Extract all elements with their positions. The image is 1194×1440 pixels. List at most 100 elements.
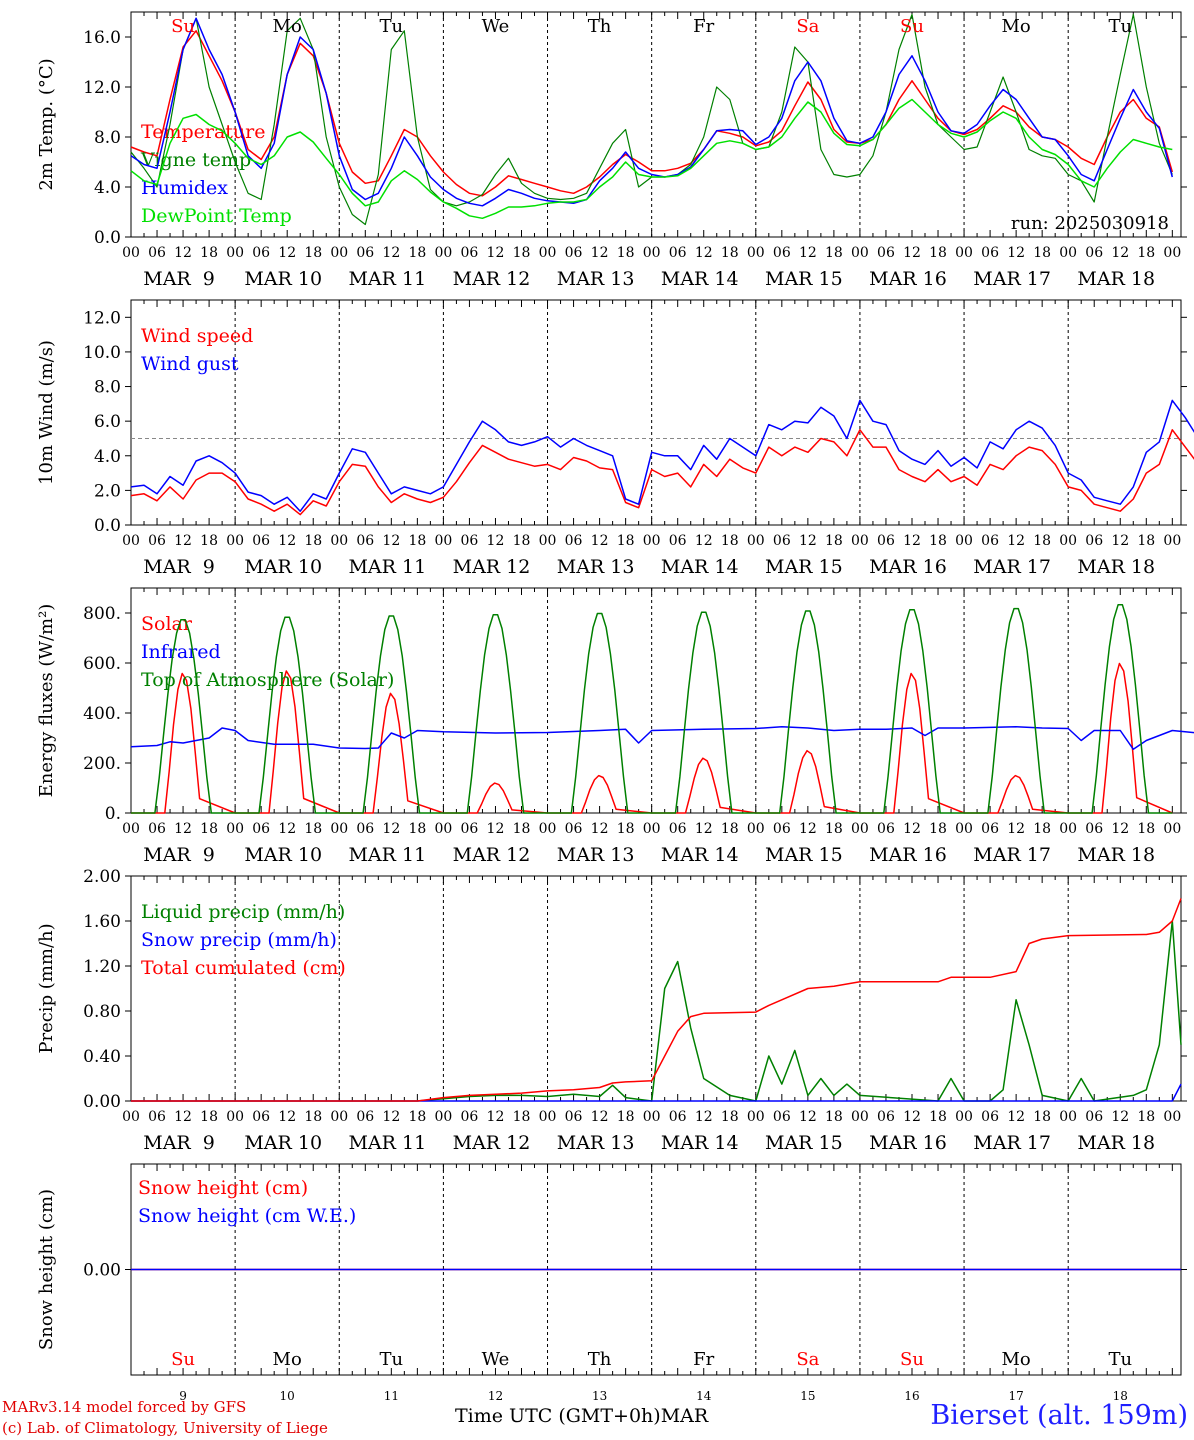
panel2-date-label: MAR 17 bbox=[973, 556, 1051, 578]
panel3-hour-label: 18 bbox=[304, 821, 322, 837]
panel2-legend-wind-speed: Wind speed bbox=[141, 325, 253, 347]
panel2-frame bbox=[130, 299, 1182, 526]
panel4-hour-label: 12 bbox=[174, 1109, 192, 1125]
panel2-hour-label: 06 bbox=[773, 533, 791, 549]
panel4-hour-label: 06 bbox=[773, 1109, 791, 1125]
panel3-ytick-label: 0. bbox=[105, 804, 121, 824]
panel1-series-temperature bbox=[130, 30, 1174, 197]
panel1-hour-label: 00 bbox=[226, 245, 244, 261]
panel1-ytick-label: 4.0 bbox=[94, 178, 121, 198]
panel2-ytick-label: 8.0 bbox=[94, 378, 121, 398]
panel3-hour-label: 12 bbox=[1007, 821, 1025, 837]
panel2-date-label: MAR 11 bbox=[348, 556, 426, 578]
panel2-series-wind-gust bbox=[130, 399, 1194, 512]
panel2-hour-label: 18 bbox=[513, 533, 531, 549]
panel2-hour-label: 18 bbox=[408, 533, 426, 549]
panel2-hour-label: 06 bbox=[669, 533, 687, 549]
panel4-hour-label: 18 bbox=[617, 1109, 635, 1125]
panel3-ytick-label: 200. bbox=[83, 754, 121, 774]
weekday-label-bottom: Tu bbox=[1108, 1349, 1132, 1370]
panel4-hour-label: 12 bbox=[695, 1109, 713, 1125]
panel2-hour-label: 18 bbox=[200, 533, 218, 549]
panel1-hour-label: 00 bbox=[851, 245, 869, 261]
panel1-legend-temperature: Temperature bbox=[141, 121, 265, 143]
panel2-hour-label: 12 bbox=[278, 533, 296, 549]
panel3-hour-label: 18 bbox=[929, 821, 947, 837]
panel1-ytick-label: 0.0 bbox=[94, 228, 121, 248]
weekday-label-top: Sa bbox=[796, 16, 819, 37]
panel1-hour-label: 12 bbox=[487, 245, 505, 261]
panel3-legend-infrared: Infrared bbox=[141, 641, 221, 663]
day-number-label: 9 bbox=[179, 1389, 187, 1403]
panel2-hour-label: 06 bbox=[1085, 533, 1103, 549]
panel1-hour-label: 06 bbox=[252, 245, 270, 261]
panel2-hour-label: 00 bbox=[330, 533, 348, 549]
panel3-hour-label: 00 bbox=[539, 821, 557, 837]
panel4-hour-label: 00 bbox=[643, 1109, 661, 1125]
weekday-label-bottom: Mo bbox=[273, 1349, 302, 1370]
panel2-date-label: MAR 12 bbox=[453, 556, 531, 578]
panel4-series-liquid-precip-mm-h bbox=[131, 920, 1182, 1102]
panel5-legend-snow-height-cm-w-e: Snow height (cm W.E.) bbox=[138, 1205, 356, 1227]
panel3-hour-label: 18 bbox=[617, 821, 635, 837]
panel3-hour-label: 12 bbox=[1111, 821, 1129, 837]
panel1-run-annotation: run: 2025030918 bbox=[1011, 213, 1169, 234]
panel2-hour-label: 12 bbox=[487, 533, 505, 549]
panel4-date-label: MAR 14 bbox=[661, 1132, 739, 1154]
panel2-hour-label: 12 bbox=[591, 533, 609, 549]
day-number-label: 17 bbox=[1008, 1389, 1023, 1403]
panel1-hour-label: 00 bbox=[643, 245, 661, 261]
panel2-hour-label: 12 bbox=[799, 533, 817, 549]
panel3-hour-label: 12 bbox=[382, 821, 400, 837]
panel3-date-label: MAR 17 bbox=[973, 844, 1051, 866]
panel3-hour-label: 18 bbox=[1137, 821, 1155, 837]
panel3-date-label: MAR 13 bbox=[557, 844, 635, 866]
panel4-date-label: MAR 9 bbox=[143, 1132, 215, 1154]
panel1-date-label: MAR 9 bbox=[143, 268, 215, 290]
panel1-frame bbox=[130, 11, 1182, 238]
panel1-hour-label: 18 bbox=[929, 245, 947, 261]
panel3-hour-label: 12 bbox=[903, 821, 921, 837]
panel5-ylabel: Snow height (cm) bbox=[36, 1189, 57, 1350]
panel4-hour-label: 00 bbox=[851, 1109, 869, 1125]
panel1-ytick-label: 12.0 bbox=[83, 78, 121, 98]
panel2-hour-label: 18 bbox=[304, 533, 322, 549]
panel4-ytick-label: 0.00 bbox=[83, 1092, 121, 1112]
panel1-series-humidex bbox=[130, 17, 1174, 207]
panel3-date-label: MAR 9 bbox=[143, 844, 215, 866]
panel4-hour-label: 18 bbox=[513, 1109, 531, 1125]
panel1-hour-label: 00 bbox=[434, 245, 452, 261]
panel2-date-label: MAR 10 bbox=[244, 556, 322, 578]
panel4-legend-total-cumulated-cm: Total cumulated (cm) bbox=[141, 957, 346, 979]
panel1-date-label: MAR 15 bbox=[765, 268, 843, 290]
panel4-hour-label: 12 bbox=[1007, 1109, 1025, 1125]
panel3-hour-label: 12 bbox=[487, 821, 505, 837]
panel2-ytick-label: 4.0 bbox=[94, 447, 121, 467]
panel2-hour-label: 12 bbox=[1111, 533, 1129, 549]
panel2-hour-label: 18 bbox=[1033, 533, 1051, 549]
panel2-hour-label: 06 bbox=[565, 533, 583, 549]
panel1-hour-label: 12 bbox=[799, 245, 817, 261]
panel1-hour-label: 00 bbox=[1059, 245, 1077, 261]
panel2-hour-label: 00 bbox=[226, 533, 244, 549]
panel1-hour-label: 18 bbox=[200, 245, 218, 261]
panel2-hour-label: 18 bbox=[617, 533, 635, 549]
panel4-hour-label: 00 bbox=[122, 1109, 140, 1125]
panel2-hour-label: 18 bbox=[1137, 533, 1155, 549]
panel1-hour-label: 06 bbox=[773, 245, 791, 261]
panel1-hour-label: 12 bbox=[591, 245, 609, 261]
panel1-date-label: MAR 18 bbox=[1077, 268, 1155, 290]
panel3-hour-label: 00 bbox=[122, 821, 140, 837]
panel2-hour-label: 12 bbox=[1007, 533, 1025, 549]
panel1-hour-label: 18 bbox=[1137, 245, 1155, 261]
station-label: Bierset (alt. 159m) bbox=[930, 1400, 1188, 1431]
panel2-date-label: MAR 16 bbox=[869, 556, 947, 578]
panel3-series-top-of-atmosphere-solar bbox=[131, 604, 1173, 814]
panel2-hour-label: 18 bbox=[825, 533, 843, 549]
panel1-hour-label: 06 bbox=[981, 245, 999, 261]
panel4-hour-label: 00 bbox=[434, 1109, 452, 1125]
panel2-date-label: MAR 14 bbox=[661, 556, 739, 578]
panel3-hour-label: 00 bbox=[643, 821, 661, 837]
day-number-label: 12 bbox=[488, 1389, 503, 1403]
panel2-hour-label: 18 bbox=[929, 533, 947, 549]
